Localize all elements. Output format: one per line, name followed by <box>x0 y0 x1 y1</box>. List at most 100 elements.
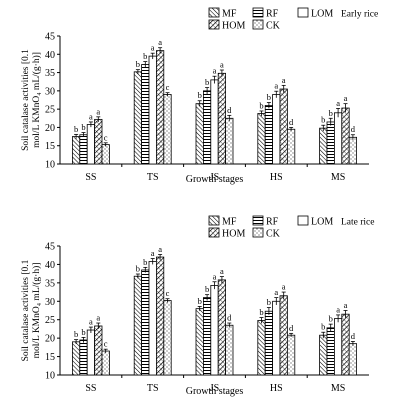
bar-LOM-JS <box>210 79 219 165</box>
x-axis-title: Growth stages <box>186 386 244 397</box>
significance-letter: b <box>205 77 209 87</box>
significance-letter: b <box>321 322 325 332</box>
bar-HOM-JS <box>217 279 226 376</box>
y-tick-label: 30 <box>45 86 55 97</box>
significance-letter: d <box>351 331 356 341</box>
significance-letter: b <box>321 115 325 125</box>
significance-letter: b <box>81 327 85 337</box>
y-axis-title-line: mol/L KMnO₄ mL/(g·h)] <box>31 52 42 148</box>
bar-RF-HS <box>264 310 274 376</box>
bar-LOM-SS <box>86 124 95 165</box>
legend-label-CK: CK <box>266 229 281 240</box>
bar-HOM-HS <box>279 295 288 376</box>
legend-label-RF: RF <box>266 217 279 228</box>
x-axis-title: Growth stages <box>186 174 244 185</box>
significance-letter: b <box>74 124 78 134</box>
bar-CK-SS <box>101 144 110 165</box>
legend-swatch-MF <box>208 215 220 226</box>
significance-letter: a <box>344 300 348 310</box>
x-tick-label: MS <box>331 172 345 183</box>
significance-letter: d <box>351 124 356 134</box>
bar-MF-TS <box>133 71 142 165</box>
panel-title: Late rice <box>341 218 375 228</box>
x-tick-label: TS <box>147 383 159 394</box>
significance-letter: b <box>329 314 333 324</box>
legend-swatch-CK <box>252 227 264 238</box>
x-tick-label: MS <box>331 383 345 394</box>
bar-CK-JS <box>225 117 234 165</box>
significance-letter: a <box>158 244 162 254</box>
y-axis-title-line: mol/L KMnO₄ mL/(g·h)] <box>31 263 42 359</box>
panel-title: Early rice <box>341 10 378 20</box>
y-tick-label: 20 <box>45 334 55 345</box>
legend-swatch-HOM <box>208 19 220 30</box>
legend-label-RF: RF <box>266 9 279 20</box>
significance-letter: c <box>166 82 170 92</box>
bar-HOM-SS <box>94 118 103 165</box>
y-tick-label: 35 <box>45 278 55 289</box>
legend-swatch-MF <box>208 7 220 18</box>
significance-letter: c <box>104 132 108 142</box>
significance-letter: c <box>166 288 170 298</box>
bar-CK-TS <box>163 94 172 165</box>
significance-letter: a <box>213 66 217 76</box>
bar-MF-MS <box>319 334 328 376</box>
significance-letter: a <box>151 43 155 53</box>
bar-MF-MS <box>319 127 328 165</box>
legend: MF RF LOM HOM CK <box>208 215 333 240</box>
bar-LOM-MS <box>333 112 343 165</box>
bar-HOM-MS <box>341 313 350 376</box>
significance-letter: b <box>259 100 263 110</box>
significance-letter: b <box>198 296 202 306</box>
significance-letter: a <box>158 37 162 47</box>
x-tick-label: SS <box>85 172 96 183</box>
bar-HOM-JS <box>217 72 226 165</box>
y-tick-label: 40 <box>45 50 55 61</box>
x-tick-label: HS <box>270 172 283 183</box>
significance-letter: d <box>289 323 294 333</box>
significance-letter: a <box>336 98 340 108</box>
bar-LOM-TS <box>148 261 157 376</box>
bar-LOM-TS <box>148 55 157 165</box>
significance-letter: d <box>227 105 232 115</box>
bar-RF-TS <box>141 64 150 165</box>
bar-MF-JS <box>195 308 204 376</box>
bar-MF-SS <box>72 341 81 376</box>
significance-letter: a <box>282 282 286 292</box>
bar-CK-MS <box>348 343 358 376</box>
legend-swatch-LOM <box>297 7 309 18</box>
bar-RF-JS <box>202 297 212 376</box>
significance-letter: a <box>89 111 93 121</box>
bar-CK-MS <box>348 136 358 165</box>
significance-letter: b <box>136 264 140 274</box>
significance-letter: d <box>289 117 294 127</box>
bar-HOM-TS <box>155 256 165 376</box>
legend-label-LOM: LOM <box>311 9 333 20</box>
bar-CK-HS <box>286 128 296 165</box>
legend-label-MF: MF <box>222 9 237 20</box>
significance-letter: a <box>89 317 93 327</box>
y-tick-label: 25 <box>45 105 55 116</box>
bar-LOM-JS <box>210 285 219 376</box>
significance-letter: b <box>205 284 209 294</box>
bar-MF-HS <box>257 113 266 165</box>
significance-letter: d <box>227 313 232 323</box>
bar-CK-SS <box>101 350 110 376</box>
y-tick-label: 45 <box>45 32 55 43</box>
significance-letter: b <box>267 297 271 307</box>
significance-letter: a <box>220 60 224 70</box>
x-tick-label: SS <box>85 383 96 394</box>
legend-swatch-LOM <box>297 215 309 226</box>
x-tick-label: TS <box>147 172 159 183</box>
y-tick-label: 25 <box>45 315 55 326</box>
bar-HOM-SS <box>94 325 103 376</box>
bar-MF-TS <box>133 275 142 376</box>
bar-LOM-HS <box>272 300 281 376</box>
x-tick-label: HS <box>270 383 283 394</box>
y-axis-title-line: Soil catalase activities [0.1 <box>21 259 31 361</box>
significance-letter: a <box>220 266 224 276</box>
significance-letter: b <box>81 122 85 132</box>
bar-LOM-SS <box>86 329 95 376</box>
bar-HOM-HS <box>279 88 288 165</box>
